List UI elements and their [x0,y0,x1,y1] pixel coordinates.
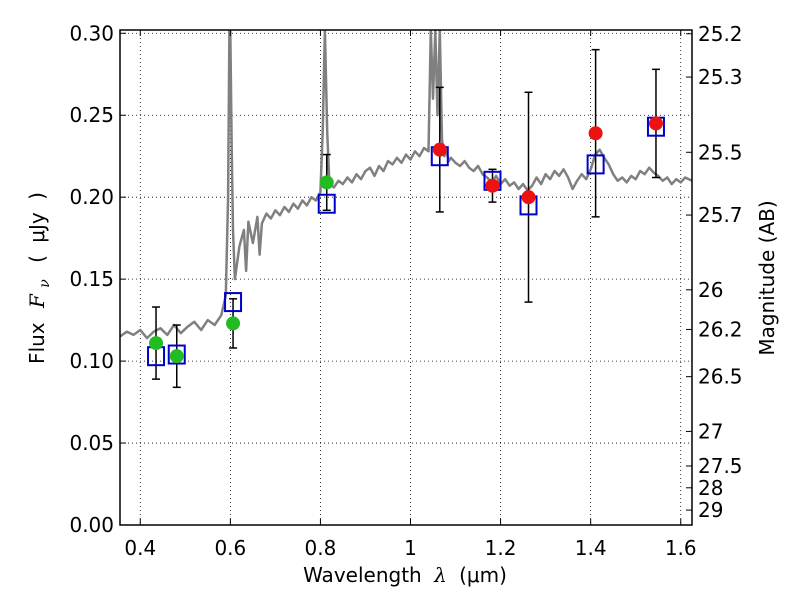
y2-tick-label: 27.5 [698,454,743,478]
y-tick-label: 0.15 [69,267,114,291]
y2-tick-label: 25.3 [698,65,743,89]
y-axis-label-unit: μJy [25,212,49,243]
nir-observed-point [485,178,500,193]
x-axis-label-text: Wavelength [303,563,422,587]
optical-observed-point [149,336,164,351]
y2-tick-label: 26.2 [698,317,743,341]
y2-tick-label: 29 [698,498,723,522]
y-axis-label-open-paren: ( [25,255,49,263]
y2-tick-label: 26 [698,278,723,302]
optical-observed-point [169,349,184,364]
y-tick-label: 0.00 [69,513,114,537]
y2-tick-label: 25.7 [698,203,743,227]
y-axis-label-subscript: ν [37,279,53,288]
y-tick-label: 0.10 [69,349,114,373]
nir-observed-point [521,190,536,205]
y2-tick-label: 28 [698,476,723,500]
ticks: 0.4 0.6 0.8 1 1.2 1.4 1.6 0.00 0.05 0.10 0.15 0.20 0… [69,21,742,560]
nir-observed-point [588,126,603,141]
spectrum-line [120,30,692,340]
optical-observed-point [226,316,241,331]
y2-tick-label: 27 [698,419,723,443]
model-square-marker [317,193,336,214]
y-tick-label: 0.25 [69,103,114,127]
y-axis-label-text: Flux [25,322,49,364]
y-tick-label: 0.20 [69,185,114,209]
y-tick-label: 0.30 [69,21,114,45]
y2-tick-label: 25.2 [698,22,743,46]
x-tick-label: 1 [404,536,417,560]
model-square-marker [167,344,186,365]
nir-observed-point [648,116,663,131]
axes-frame [119,29,693,526]
optical-observed-point [319,175,334,190]
x-tick-label: 1.2 [485,536,517,560]
model-square-marker [224,292,243,313]
plot-area [120,30,692,389]
y2-axis-label: Magnitude (AB) [755,200,779,355]
y-tick-label: 0.05 [69,431,114,455]
x-tick-label: 0.8 [305,536,337,560]
x-axis-label: Wavelength λ (μm) [303,563,507,587]
x-axis-label-symbol: λ [433,563,447,587]
nir-observed-point [432,142,447,157]
x-tick-label: 0.6 [214,536,246,560]
y-axis-label: Flux F ν ( μJy ) [25,192,54,364]
y2-tick-label: 26.5 [698,365,743,389]
model-square-marker [586,154,605,175]
y-axis-label-close-paren: ) [25,192,49,200]
x-tick-label: 1.6 [665,536,697,560]
x-axis-label-unit: (μm) [459,563,507,587]
x-tick-label: 1.4 [575,536,607,560]
y2-tick-label: 25.5 [698,140,743,164]
x-tick-label: 0.4 [124,536,156,560]
y-axis-label-symbol: F [25,293,49,309]
